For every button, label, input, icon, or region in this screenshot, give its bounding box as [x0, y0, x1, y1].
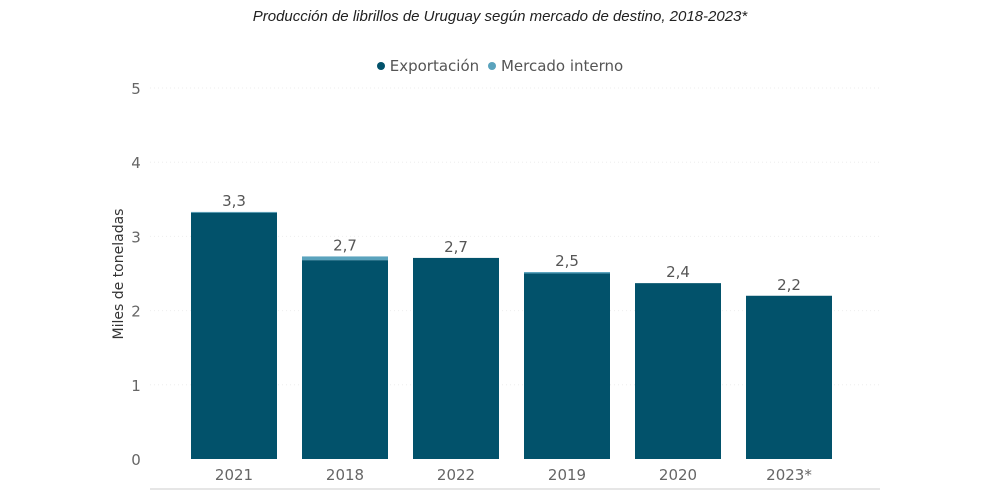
data-label: 2,4	[666, 263, 690, 281]
legend-item-mercado-interno: Mercado interno	[487, 57, 624, 75]
y-tick-label: 3	[131, 228, 141, 246]
x-tick-label: 2021	[215, 466, 253, 484]
legend-item-exportacion: Exportación	[376, 57, 480, 75]
x-tick-label: 2019	[548, 466, 586, 484]
x-tick-label: 2023*	[766, 466, 812, 484]
data-label: 3,3	[222, 192, 246, 210]
y-tick-label: 0	[131, 451, 141, 469]
data-label: 2,7	[333, 236, 357, 254]
data-label: 2,7	[444, 238, 468, 256]
data-label: 2,2	[777, 276, 801, 294]
y-tick-label: 1	[131, 377, 141, 395]
data-label: 2,5	[555, 252, 579, 270]
bar-mercado-interno	[524, 272, 610, 274]
bar-mercado-interno	[191, 211, 277, 213]
bar-exportacion	[635, 283, 721, 459]
x-tick-label: 2018	[326, 466, 364, 484]
bar-mercado-interno	[302, 256, 388, 261]
bar-exportacion	[524, 273, 610, 459]
x-tick-label: 2022	[437, 466, 475, 484]
y-tick-label: 5	[131, 80, 141, 98]
y-tick-label: 2	[131, 303, 141, 321]
chart-title: Producción de librillos de Uruguay según…	[252, 8, 748, 25]
y-tick-label: 4	[131, 154, 141, 172]
legend-label: Exportación	[389, 57, 480, 75]
legend-dot-icon	[487, 62, 496, 70]
bar-exportacion	[302, 260, 388, 459]
legend-label: Mercado interno	[500, 57, 624, 75]
legend-dot-icon	[376, 62, 385, 70]
bar-exportacion	[191, 212, 277, 459]
x-tick-label: 2020	[659, 466, 697, 484]
y-axis-label: Miles de toneladas	[111, 209, 127, 340]
bar-exportacion	[413, 257, 499, 459]
legend: Exportación Mercado interno	[0, 56, 1000, 75]
bar-exportacion	[746, 295, 832, 459]
